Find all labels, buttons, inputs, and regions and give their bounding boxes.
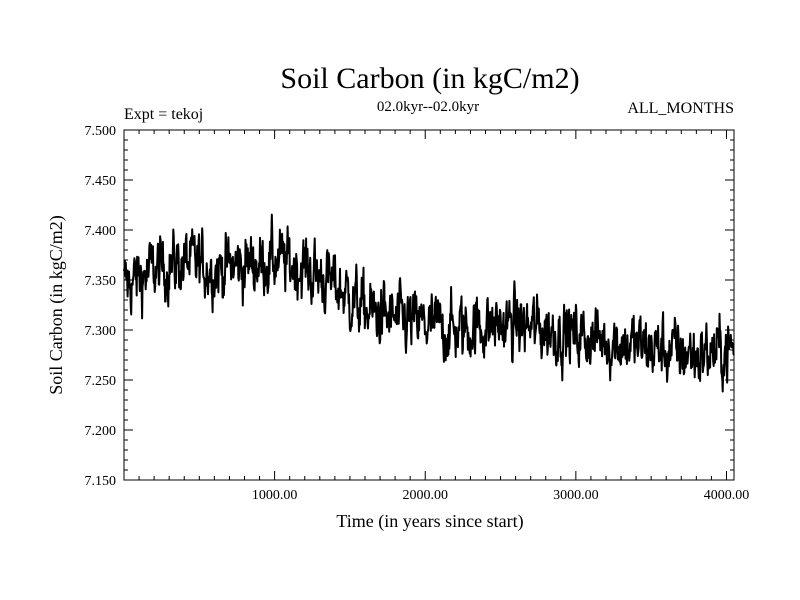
- axis-ticks: 7.150 7.200 7.250 7.300 7.350 7.400 7.450 7.500…: [85, 124, 750, 503]
- y-tick-label: 7.250: [85, 374, 117, 389]
- y-tick-label: 7.450: [85, 174, 117, 189]
- chart-subtitle: 02.0kyr--02.0kyr: [377, 99, 479, 115]
- chart-title: Soil Carbon (in kgC/m2): [280, 62, 579, 95]
- y-tick-label: 7.500: [85, 124, 117, 139]
- x-tick-label: 2000.00: [402, 488, 448, 503]
- y-tick-label: 7.200: [85, 424, 117, 439]
- series-line: [123, 213, 735, 393]
- months-label: ALL_MONTHS: [627, 100, 734, 117]
- plot-frame: [123, 129, 735, 481]
- y-tick-label: 7.400: [85, 224, 117, 239]
- y-tick-label: 7.300: [85, 324, 117, 339]
- x-axis-label: Time (in years since start): [336, 511, 523, 532]
- x-tick-label: 3000.00: [553, 488, 599, 503]
- y-axis-label: Soil Carbon (in kgC/m2): [46, 215, 67, 395]
- x-tick-label: 4000.00: [704, 488, 750, 503]
- y-tick-label: 7.150: [85, 474, 117, 489]
- x-tick-label: 1000.00: [252, 488, 298, 503]
- y-tick-label: 7.350: [85, 274, 117, 289]
- experiment-label: Expt = tekoj: [124, 106, 203, 123]
